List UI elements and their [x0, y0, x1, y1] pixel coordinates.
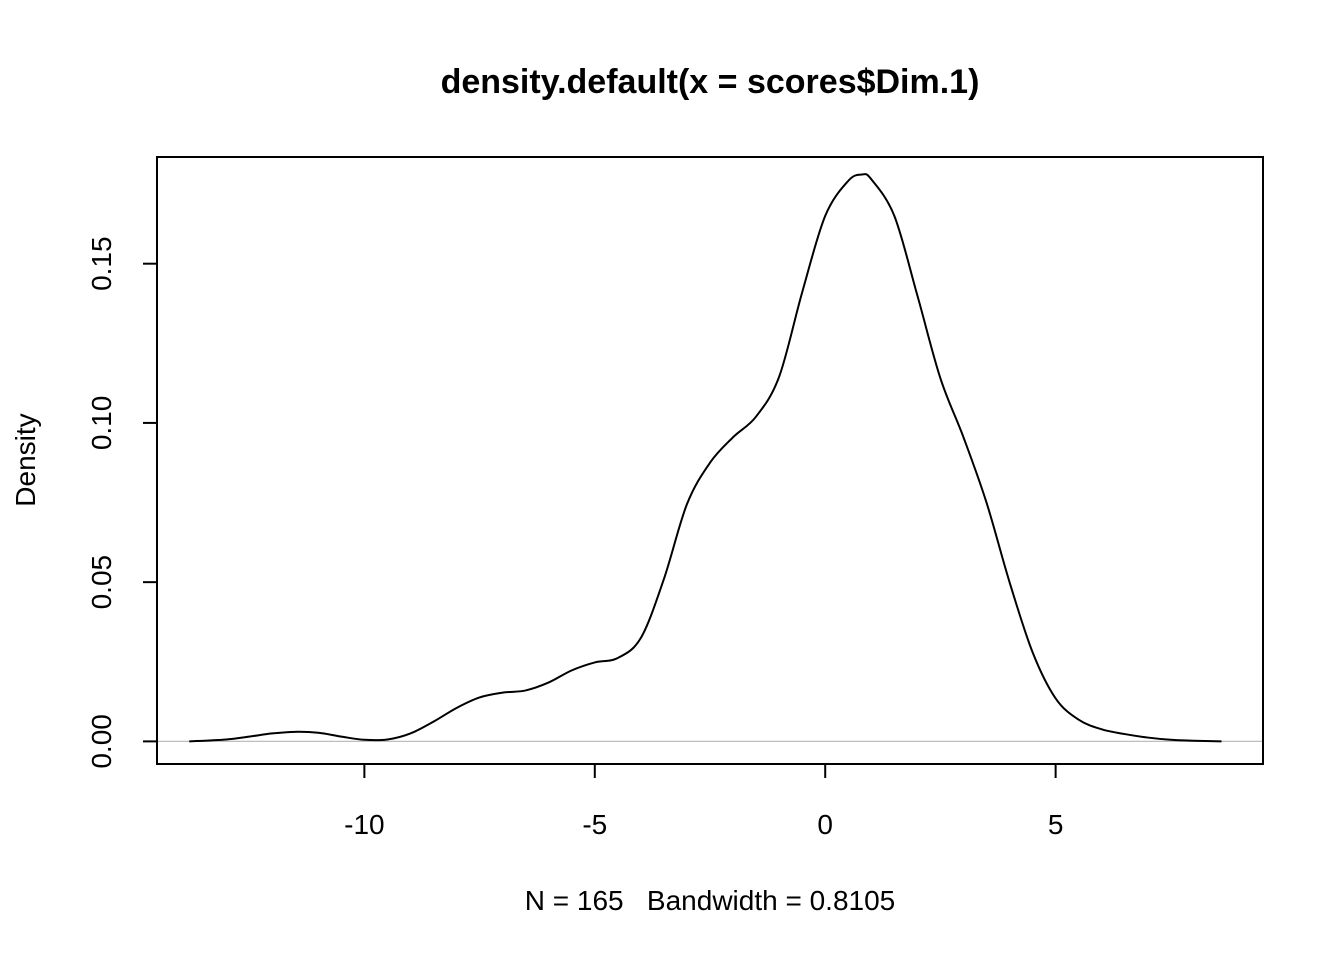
- y-axis-label: Density: [10, 413, 41, 506]
- y-axis: 0.00 0.05 0.10 0.15: [86, 236, 157, 769]
- x-axis-label: N = 165 Bandwidth = 0.8105: [525, 885, 896, 916]
- x-tick-label: -5: [582, 809, 607, 840]
- y-tick-label: 0.10: [86, 396, 117, 451]
- y-tick-label: 0.00: [86, 714, 117, 769]
- chart-title: density.default(x = scores$Dim.1): [441, 63, 980, 101]
- x-tick-label: -10: [344, 809, 384, 840]
- y-tick-label: 0.05: [86, 555, 117, 610]
- x-axis: -10 -5 0 5: [344, 764, 1063, 840]
- density-curve: [189, 173, 1222, 743]
- x-tick-label: 0: [817, 809, 833, 840]
- x-tick-label: 5: [1048, 809, 1064, 840]
- plot-frame: [156, 156, 1264, 765]
- y-tick-label: 0.15: [86, 236, 117, 291]
